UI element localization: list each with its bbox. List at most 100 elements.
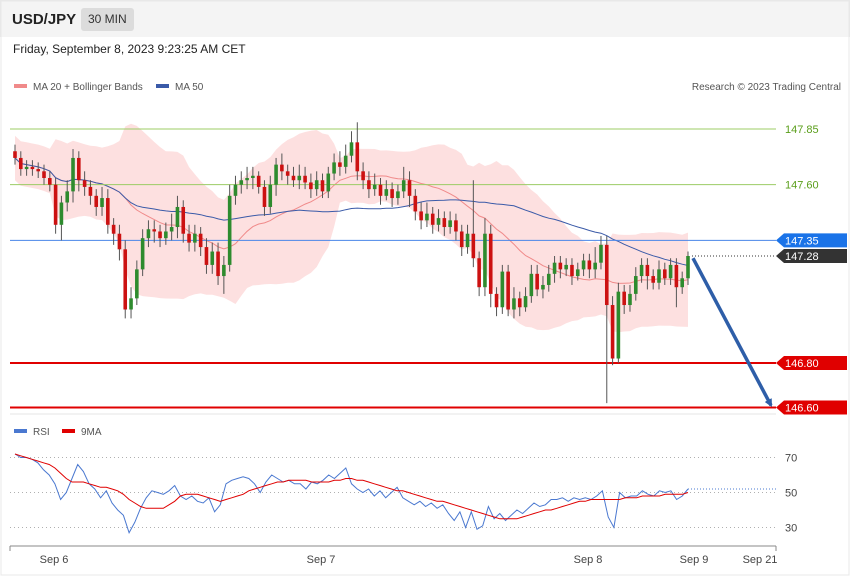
candle — [59, 195, 64, 241]
candle-body — [274, 164, 278, 185]
candle — [280, 153, 284, 181]
timeframe-badge[interactable]: 30 MIN — [81, 8, 134, 31]
candle — [48, 171, 52, 192]
candle-body — [674, 264, 679, 288]
ma9-legend-label: 9MA — [81, 427, 102, 438]
candle-body — [361, 171, 365, 181]
candle — [204, 238, 209, 274]
candle — [541, 276, 545, 299]
candle-body — [436, 218, 441, 225]
chart-datetime: Friday, September 8, 2023 9:23:25 AM CET — [13, 42, 246, 56]
rsi-tick-label: 50 — [785, 488, 797, 500]
candle-body — [506, 271, 510, 310]
candle — [13, 144, 17, 165]
candle — [187, 224, 191, 252]
candle-body — [42, 171, 46, 178]
rsi-tick-label: 30 — [785, 523, 797, 535]
candle — [42, 164, 46, 185]
candle-body — [599, 244, 603, 263]
candle-body — [251, 175, 255, 178]
candle-body — [135, 269, 139, 299]
candle — [512, 287, 516, 319]
candle-body — [680, 278, 684, 288]
candle — [88, 180, 93, 205]
candle — [164, 222, 168, 245]
rsi-tick-label: 70 — [785, 453, 797, 465]
ma20-line — [14, 157, 689, 284]
candle-body — [401, 180, 406, 192]
candle-body — [558, 262, 563, 270]
candle-body — [668, 264, 673, 279]
ma9-legend-swatch — [62, 429, 75, 433]
candle — [628, 284, 632, 312]
candle — [181, 200, 186, 243]
rsi-legend-swatch — [14, 429, 27, 433]
time-tick-label: Sep 21 — [743, 554, 778, 566]
candle-body — [245, 178, 249, 181]
candle — [111, 218, 116, 245]
candle-body — [645, 264, 650, 277]
ma50-line — [14, 157, 689, 266]
candle — [303, 166, 307, 190]
level-label-resistance: 147.60 — [785, 180, 819, 192]
candle-body — [535, 273, 539, 290]
candle — [448, 211, 452, 234]
candle — [378, 178, 383, 205]
candle — [459, 224, 464, 256]
bollinger-band — [15, 123, 688, 333]
candle-body — [314, 180, 319, 190]
candle — [500, 264, 505, 314]
rsi-legend: RSI 9MA — [14, 427, 102, 438]
candle — [123, 240, 128, 319]
candle — [77, 151, 81, 192]
candle — [216, 242, 220, 285]
candle — [616, 282, 621, 363]
candle-body — [396, 191, 400, 199]
candle-body — [546, 273, 551, 285]
candle — [546, 264, 551, 292]
candle-body — [158, 231, 162, 239]
candle-body — [471, 233, 476, 259]
candle-body — [227, 195, 232, 265]
candle-body — [94, 195, 99, 207]
candle-body — [610, 305, 615, 359]
candle-body — [30, 166, 35, 170]
candle — [477, 251, 481, 297]
candle — [483, 218, 487, 297]
candle-body — [651, 276, 655, 283]
candle-body — [320, 180, 325, 192]
candle-body — [280, 164, 284, 172]
level-tag-pivot — [776, 233, 847, 248]
candle-body — [442, 218, 447, 228]
candle-body — [88, 186, 93, 196]
candle — [662, 262, 667, 285]
candle — [262, 180, 267, 216]
candle — [494, 287, 499, 317]
candle-body — [169, 227, 174, 232]
candle — [680, 271, 684, 294]
candle-body — [454, 220, 458, 232]
candle-body — [349, 142, 354, 156]
candle — [442, 211, 447, 236]
candle-body — [541, 284, 545, 290]
candle-body — [529, 273, 534, 297]
candle — [396, 184, 400, 205]
candle — [309, 173, 313, 199]
candle — [529, 264, 534, 303]
level-label-support: 146.80 — [785, 358, 819, 370]
candle-body — [233, 184, 238, 196]
candle-body — [430, 213, 435, 225]
candle — [338, 151, 342, 176]
candle-body — [285, 171, 290, 176]
candle-body — [419, 211, 423, 221]
candle — [425, 202, 429, 228]
price-chart: 147.85 147.60 147.35 147.28 146.80 146.60 — [10, 122, 847, 415]
candle-body — [297, 175, 302, 181]
candle — [552, 256, 557, 283]
candle — [158, 224, 162, 248]
candle-body — [338, 162, 342, 167]
candle-body — [222, 264, 226, 277]
candle-body — [459, 231, 464, 248]
candle-body — [106, 198, 110, 225]
